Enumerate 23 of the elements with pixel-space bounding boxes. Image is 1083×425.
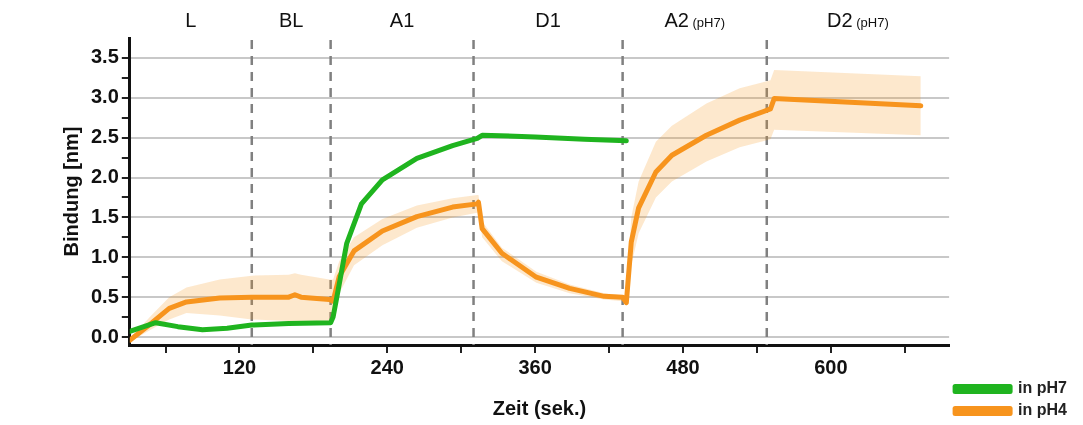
text: A1 xyxy=(389,9,415,31)
x-axis-title: Zeit (sek.) xyxy=(492,396,587,419)
legend-label: in pH7 xyxy=(1018,379,1068,397)
text: L xyxy=(185,9,197,31)
legend-label: in pH4 xyxy=(1018,401,1068,419)
x-tick-label: 360 xyxy=(518,355,552,378)
text: A2 (pH7) xyxy=(664,9,725,31)
y-tick-label: 1.0 xyxy=(90,244,119,267)
text: D1 xyxy=(535,9,561,31)
y-tick-label: 3.5 xyxy=(90,45,119,68)
y-tick-label: 0.0 xyxy=(90,324,119,347)
y-tick-label: 2.0 xyxy=(90,165,119,188)
x-tick-label: 600 xyxy=(814,355,848,378)
x-tick-label: 240 xyxy=(370,355,404,378)
text: BL xyxy=(278,9,304,31)
y-tick-label: 2.5 xyxy=(90,125,119,148)
y-axis-title: Bindung [nm] xyxy=(59,126,82,257)
y-tick-label: 3.0 xyxy=(90,85,119,108)
y-tick-label: 1.5 xyxy=(90,204,119,227)
x-tick-label: 120 xyxy=(222,355,257,378)
y-tick-label: 0.5 xyxy=(90,284,119,307)
x-tick-label: 480 xyxy=(666,355,700,378)
text: D2 (pH7) xyxy=(827,9,889,31)
